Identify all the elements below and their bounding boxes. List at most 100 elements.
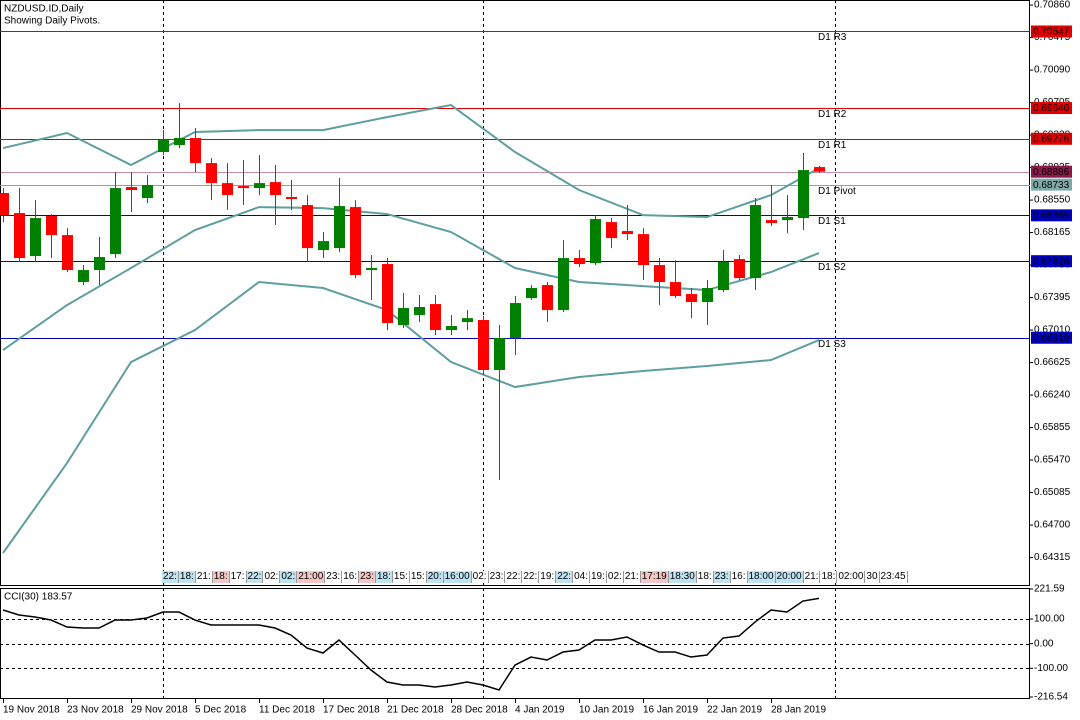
price-box-label: 0.66919 (1033, 333, 1070, 344)
main-panel (0, 0, 1030, 586)
cci-panel (0, 588, 1030, 699)
candle-body (766, 220, 777, 224)
candle-body (158, 140, 169, 153)
x-tick-label: 11 Dec 2018 (259, 705, 315, 716)
candle-body (622, 231, 633, 235)
candle-body (126, 187, 137, 191)
candle-body (734, 259, 745, 279)
session-label: 22: (556, 571, 574, 583)
session-labels: 22: 18: 21: 18: 17: 22: 02: 02: 21:00 23: 16: 23: 18… (162, 571, 908, 583)
candle-body (302, 205, 313, 249)
session-label: 18: (696, 571, 714, 583)
pivot-name: D1 S1 (818, 216, 846, 227)
candle-body (0, 193, 9, 216)
session-label: 19: (590, 571, 607, 583)
bollinger-middle (2, 206, 820, 351)
session-label: 02: (280, 571, 298, 583)
candle-body (462, 318, 473, 323)
session-label: 16: (342, 571, 360, 583)
candle-body (382, 264, 393, 324)
candle-body (238, 186, 249, 189)
price-box (1031, 25, 1072, 38)
pivot-name: D1 S3 (818, 339, 846, 350)
candle-body (478, 320, 489, 370)
session-label: 21:00 (297, 571, 326, 583)
price-box-label: 0.68733 (1033, 180, 1070, 191)
session-label: 17:19 (640, 571, 669, 583)
candle-body (30, 218, 41, 257)
candle-body (142, 185, 153, 199)
y-tick-label: 0.68165 (1034, 227, 1071, 238)
y-tick-label: 0.65470 (1034, 455, 1071, 466)
candle-body (254, 183, 265, 189)
candle-body (270, 182, 281, 196)
y-tick-label: 0.68550 (1034, 195, 1071, 206)
x-tick-label: 10 Jan 2019 (579, 705, 634, 716)
price-box (1031, 209, 1072, 222)
candle-body (590, 219, 601, 264)
price-box-label: 0.68886 (1033, 167, 1070, 178)
session-label: 30 (865, 571, 880, 583)
session-label: 18: (820, 571, 838, 583)
candle-body (334, 206, 345, 249)
candle-body (814, 167, 825, 172)
session-label: 23: (359, 571, 376, 583)
session-label: 18: (376, 571, 393, 583)
y-tick-label: 0.70090 (1034, 65, 1071, 76)
candle-body (14, 213, 25, 259)
y-tick-label: 0.64315 (1034, 552, 1071, 563)
y-tick-label: 0.70860 (1034, 0, 1071, 11)
session-label: 02:00 (837, 571, 866, 583)
price-box-label: 0.70547 (1033, 27, 1070, 38)
session-label: 16: (730, 571, 748, 583)
candle-body (686, 294, 697, 303)
bollinger-lower (2, 281, 820, 554)
session-label: 23: (713, 571, 731, 583)
x-tick-label: 5 Dec 2018 (195, 705, 247, 716)
candle-body (46, 216, 57, 236)
session-label: 17: (229, 571, 247, 583)
session-label: 18:00 (747, 571, 776, 583)
cci-title: CCI(30) 183.57 (4, 592, 73, 603)
session-label: 16:00 (443, 571, 472, 583)
session-label: 02: (471, 571, 489, 583)
y-tick-label: 0.65855 (1034, 422, 1071, 433)
candle-body (510, 303, 521, 338)
candle-body (318, 241, 329, 251)
x-tick-label: 28 Jan 2019 (771, 705, 826, 716)
candle-body (782, 217, 793, 221)
price-box (1031, 255, 1072, 268)
x-tick-label: 4 Jan 2019 (515, 705, 565, 716)
candle-body (366, 268, 377, 271)
candle-body (286, 197, 297, 200)
candle-body (750, 205, 761, 279)
candle-body (526, 288, 537, 299)
candle-body (414, 307, 425, 316)
x-tick-label: 28 Dec 2018 (451, 705, 508, 716)
candle-body (558, 258, 569, 311)
y-tick-label: 100.00 (1034, 614, 1065, 625)
session-label: 23: (325, 571, 343, 583)
session-label: 18: (212, 571, 230, 583)
candle-body (350, 207, 361, 276)
candle-body (206, 163, 217, 184)
candle-body (190, 138, 201, 164)
candle-body (222, 183, 233, 196)
candle-body (494, 338, 505, 370)
price-box-label: 0.67826 (1033, 256, 1070, 267)
candle-body (110, 188, 121, 255)
candle-body (702, 288, 713, 303)
session-label: 20: (426, 571, 444, 583)
session-label: 04: (573, 571, 590, 583)
x-tick-label: 29 Nov 2018 (131, 705, 188, 716)
y-tick-label: 0.00 (1034, 638, 1054, 649)
cci-line (2, 597, 820, 691)
y-tick-label: 0.70475 (1034, 32, 1071, 43)
pivot-name: D1 R3 (818, 32, 847, 43)
candle-body (174, 138, 185, 146)
y-tick-label: -100.00 (1034, 663, 1068, 674)
candle-body (542, 285, 553, 311)
candle-body (62, 235, 73, 271)
session-label: 21: (803, 571, 821, 583)
